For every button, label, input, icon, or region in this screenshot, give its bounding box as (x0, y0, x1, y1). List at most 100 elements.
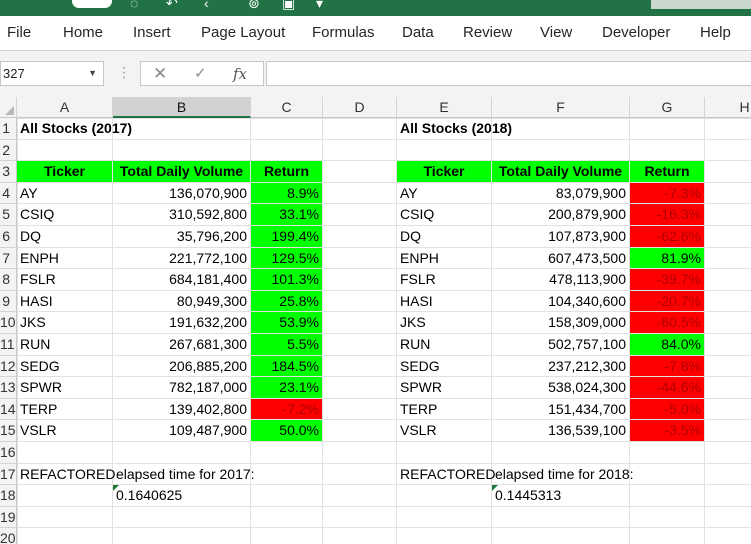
elapsed-label-2018[interactable]: REFACTORED (400, 465, 496, 482)
ticker-cell[interactable]: ENPH (20, 249, 59, 266)
return-cell[interactable]: -62.6% (630, 226, 704, 247)
row-header[interactable]: 9 (0, 290, 17, 313)
column-header[interactable]: B (113, 97, 251, 118)
ticker-cell[interactable]: CSIQ (400, 206, 435, 223)
section-title-2017[interactable]: All Stocks (2017) (20, 120, 133, 136)
return-cell[interactable]: 33.1% (251, 204, 322, 225)
row-header[interactable]: 10 (0, 312, 17, 334)
volume-cell[interactable]: 200,879,900 (548, 206, 626, 223)
column-header[interactable]: H (705, 97, 751, 118)
row-header[interactable]: 7 (0, 247, 17, 270)
ticker-cell[interactable]: DQ (400, 228, 421, 244)
ticker-cell[interactable]: HASI (400, 292, 433, 309)
redo-icon[interactable]: ‹ (204, 0, 209, 11)
row-header[interactable]: 15 (0, 420, 17, 442)
return-cell[interactable]: 184.5% (251, 355, 322, 377)
table-header-2018[interactable]: Return (630, 161, 704, 182)
row-header[interactable]: 17 (0, 463, 17, 486)
volume-cell[interactable]: 158,309,000 (548, 314, 626, 331)
row-header[interactable]: 16 (0, 442, 17, 464)
elapsed-value-2018[interactable]: 0.1445313 (492, 485, 629, 506)
return-cell[interactable]: 199.4% (251, 226, 322, 247)
return-cell[interactable]: 81.9% (630, 247, 704, 269)
row-header[interactable]: 11 (0, 334, 17, 356)
table-header-2017[interactable]: Ticker (17, 161, 112, 182)
drag-handle-icon[interactable]: ⋮ (117, 64, 131, 80)
volume-cell[interactable]: 151,434,700 (548, 400, 626, 417)
return-cell[interactable]: 8.9% (251, 182, 322, 204)
tab-insert[interactable]: Insert (133, 24, 171, 41)
table-header-2018[interactable]: Ticker (397, 161, 491, 182)
return-cell[interactable]: -16.3% (630, 204, 704, 225)
ticker-cell[interactable]: FSLR (20, 271, 56, 288)
tab-view[interactable]: View (540, 24, 573, 41)
qat-dropdown-icon[interactable]: ▾ (316, 0, 324, 11)
ticker-cell[interactable]: TERP (400, 400, 438, 417)
volume-cell[interactable]: 206,885,200 (169, 357, 247, 374)
volume-cell[interactable]: 267,681,300 (169, 336, 247, 352)
table-header-2018[interactable]: Total Daily Volume (492, 161, 629, 182)
undo-icon[interactable]: ↶ (166, 0, 178, 11)
ticker-cell[interactable]: HASI (20, 292, 53, 309)
row-header[interactable]: 4 (0, 182, 17, 205)
column-header[interactable]: C (251, 97, 323, 118)
volume-cell[interactable]: 104,340,600 (548, 292, 626, 309)
ticker-cell[interactable]: VSLR (20, 422, 57, 439)
return-cell[interactable]: 23.1% (251, 377, 322, 398)
volume-cell[interactable]: 80,949,300 (176, 292, 247, 309)
elapsed-label-2017[interactable]: REFACTORED (20, 465, 116, 482)
elapsed-caption-2017[interactable]: elapsed time for 2017: (116, 465, 255, 482)
column-header[interactable]: F (492, 97, 630, 118)
ticker-cell[interactable]: SPWR (20, 379, 62, 396)
return-cell[interactable]: 129.5% (251, 247, 322, 269)
volume-cell[interactable]: 191,632,200 (169, 314, 247, 331)
row-header[interactable]: 12 (0, 355, 17, 378)
row-header[interactable]: 6 (0, 226, 17, 248)
volume-cell[interactable]: 310,592,800 (169, 206, 247, 223)
volume-cell[interactable]: 684,181,400 (169, 271, 247, 288)
return-cell[interactable]: -39.7% (630, 269, 704, 290)
column-header[interactable]: G (630, 97, 705, 118)
ticker-cell[interactable]: VSLR (400, 422, 437, 439)
volume-cell[interactable]: 107,873,900 (548, 228, 626, 244)
insert-function-icon[interactable]: fx (233, 65, 248, 83)
ticker-cell[interactable]: FSLR (400, 271, 436, 288)
volume-cell[interactable]: 136,539,100 (548, 422, 626, 439)
return-cell[interactable]: -20.7% (630, 290, 704, 312)
row-header[interactable]: 18 (0, 485, 17, 507)
row-header[interactable]: 1 (0, 118, 17, 140)
row-header[interactable]: 5 (0, 204, 17, 226)
tab-page-layout[interactable]: Page Layout (201, 24, 286, 41)
volume-cell[interactable]: 502,757,100 (548, 336, 626, 352)
return-cell[interactable]: -3.5% (630, 420, 704, 441)
volume-cell[interactable]: 607,473,500 (548, 249, 626, 266)
cell-area[interactable] (17, 118, 751, 544)
volume-cell[interactable]: 538,024,300 (548, 379, 626, 396)
row-header[interactable]: 13 (0, 377, 17, 399)
select-all-button[interactable] (0, 97, 17, 118)
volume-cell[interactable]: 109,487,900 (169, 422, 247, 439)
column-header[interactable]: E (397, 97, 492, 118)
ticker-cell[interactable]: ENPH (400, 249, 439, 266)
search-box[interactable] (651, 0, 751, 9)
return-cell[interactable]: -7.2% (251, 398, 322, 420)
formula-input[interactable] (266, 61, 751, 86)
ticker-cell[interactable]: SEDG (400, 357, 440, 374)
section-title-2018[interactable]: All Stocks (2018) (400, 120, 513, 136)
return-cell[interactable]: 5.5% (251, 334, 322, 355)
volume-cell[interactable]: 478,113,900 (549, 271, 626, 288)
print-icon[interactable]: ▣ (282, 0, 296, 11)
ticker-cell[interactable]: JKS (400, 314, 426, 331)
elapsed-caption-2018[interactable]: elapsed time for 2018: (495, 465, 634, 482)
row-header[interactable]: 3 (0, 161, 17, 183)
return-cell[interactable]: -5.0% (630, 398, 704, 420)
tab-home[interactable]: Home (63, 24, 104, 41)
table-header-2017[interactable]: Total Daily Volume (113, 161, 250, 182)
row-header[interactable]: 2 (0, 139, 17, 162)
tab-data[interactable]: Data (402, 24, 434, 41)
column-header[interactable]: D (323, 97, 397, 118)
save-icon[interactable]: ◌ (130, 0, 139, 11)
return-cell[interactable]: 50.0% (251, 420, 322, 441)
table-header-2017[interactable]: Return (251, 161, 322, 182)
ticker-cell[interactable]: TERP (20, 400, 58, 417)
